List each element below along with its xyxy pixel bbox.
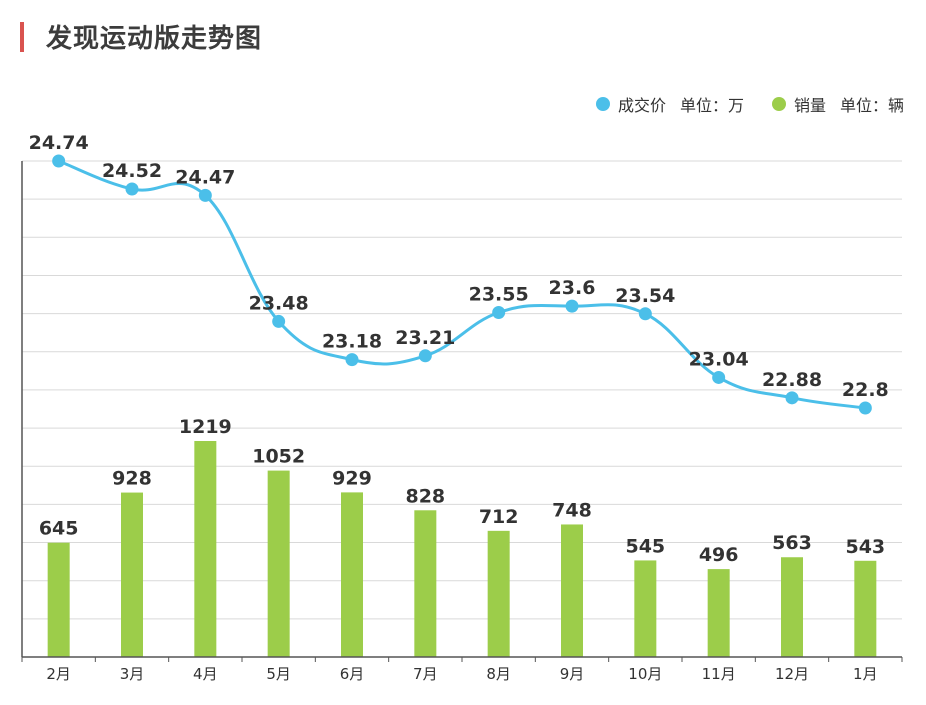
legend-price-dot-icon <box>595 97 610 111</box>
price-value-label: 23.18 <box>322 331 382 353</box>
price-point[interactable] <box>638 307 652 321</box>
sales-value-label: 828 <box>405 485 445 507</box>
price-point[interactable] <box>345 353 359 367</box>
sales-bar[interactable] <box>707 569 730 657</box>
sales-bar[interactable] <box>194 441 217 657</box>
sales-value-label: 1052 <box>252 446 305 468</box>
price-line <box>52 154 872 415</box>
sales-bar[interactable] <box>341 492 363 657</box>
x-tick-label: 11月 <box>702 665 736 683</box>
x-tick-label: 8月 <box>486 665 511 683</box>
gridlines <box>22 160 902 620</box>
sales-value-label: 563 <box>772 532 812 554</box>
axes: 2月 3月 4月 5月 6月 7月 8月 9月 10月 11月 12月 1月 <box>21 161 903 683</box>
sales-value-label: 748 <box>552 499 592 521</box>
x-tick-label: 6月 <box>340 665 365 683</box>
price-point[interactable] <box>125 182 139 196</box>
x-tick-label: 5月 <box>266 665 291 683</box>
sales-value-label: 712 <box>479 506 519 528</box>
x-tick-label: 1月 <box>853 665 878 683</box>
price-point[interactable] <box>52 154 66 168</box>
x-tick-label: 4月 <box>193 665 218 683</box>
x-tick-label: 12月 <box>775 665 809 683</box>
legend-sales-name: 销量 <box>793 96 826 115</box>
price-value-label: 24.47 <box>175 166 235 188</box>
data-labels: 24.74 24.52 24.47 23.48 23.18 23.21 23.55 23.6 2… <box>29 132 889 566</box>
legend-sales-unit: 单位：辆 <box>839 96 904 115</box>
price-value-label: 22.8 <box>842 379 889 401</box>
x-tick-label: 2月 <box>46 665 71 683</box>
sales-bar[interactable] <box>561 524 583 657</box>
price-series-line <box>58 159 866 410</box>
sales-bar[interactable] <box>781 557 803 657</box>
sales-value-label: 543 <box>845 536 885 558</box>
sales-value-label: 545 <box>625 535 665 557</box>
title-accent-bar <box>20 22 24 52</box>
x-tick-label: 9月 <box>560 665 585 683</box>
legend-sales-dot-icon <box>771 97 786 111</box>
sales-bar[interactable] <box>634 560 657 657</box>
price-value-label: 23.21 <box>395 327 455 349</box>
sales-bar[interactable] <box>854 560 877 657</box>
chart-legend: 成交价 单位：万 销量 单位：辆 <box>568 92 904 116</box>
sales-bar[interactable] <box>267 470 290 657</box>
price-value-label: 23.48 <box>249 292 309 314</box>
price-point[interactable] <box>418 349 432 363</box>
sales-bar[interactable] <box>487 530 510 657</box>
sales-bars <box>47 441 877 657</box>
x-tick-label: 3月 <box>120 665 145 683</box>
legend-price-unit: 单位：万 <box>679 96 744 115</box>
price-value-label: 23.04 <box>689 348 749 370</box>
price-value-label: 23.54 <box>615 285 675 307</box>
price-point[interactable] <box>712 370 726 384</box>
sales-bar[interactable] <box>121 492 143 657</box>
sales-value-label: 1219 <box>179 416 232 438</box>
sales-value-label: 929 <box>332 467 372 489</box>
sales-bar[interactable] <box>414 510 437 657</box>
price-value-label: 23.55 <box>469 284 529 306</box>
price-value-label: 24.52 <box>102 160 162 182</box>
sales-value-label: 645 <box>39 518 79 540</box>
chart-title: 发现运动版走势图 <box>46 24 263 54</box>
price-value-label: 22.88 <box>762 369 822 391</box>
x-tick-label: 7月 <box>413 665 438 683</box>
price-point[interactable] <box>565 299 579 313</box>
price-value-label: 24.74 <box>29 132 89 154</box>
price-point[interactable] <box>785 391 799 405</box>
sales-value-label: 496 <box>699 544 739 566</box>
sales-bar[interactable] <box>47 542 70 657</box>
x-tick-label: 10月 <box>628 665 662 683</box>
legend-item-price[interactable]: 成交价 单位：万 <box>595 92 744 116</box>
sales-value-label: 928 <box>112 468 152 490</box>
legend-item-sales[interactable]: 销量 单位：辆 <box>771 92 904 116</box>
price-point[interactable] <box>858 401 872 415</box>
price-value-label: 23.6 <box>549 277 596 299</box>
price-point[interactable] <box>198 188 212 202</box>
price-point[interactable] <box>492 306 506 320</box>
legend-price-name: 成交价 <box>617 96 666 115</box>
price-point[interactable] <box>272 314 286 328</box>
